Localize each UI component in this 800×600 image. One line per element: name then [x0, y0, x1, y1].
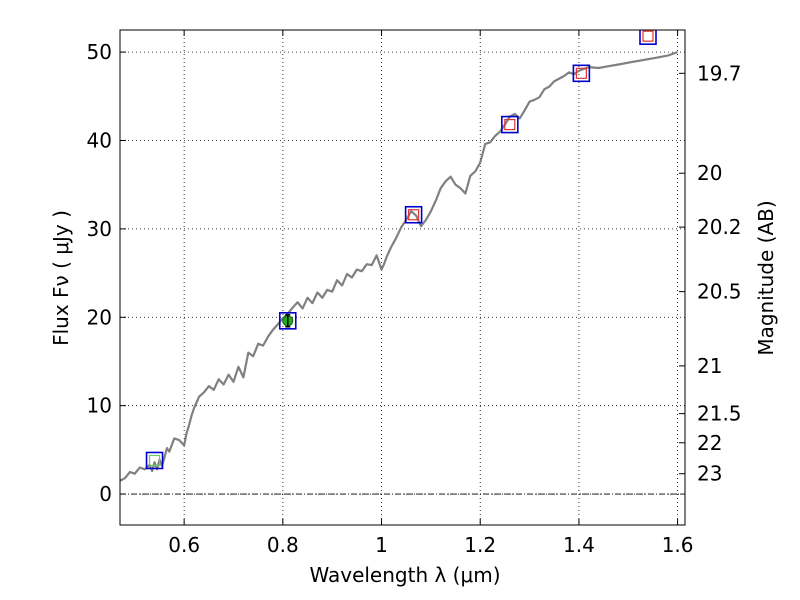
y2-tick-label: 21 — [697, 354, 722, 378]
model-flux-marker — [642, 30, 654, 42]
x-tick-label: 0.6 — [168, 533, 200, 557]
model-flux-marker — [575, 67, 587, 79]
y-tick-label: 50 — [87, 40, 112, 64]
y2-tick-label: 21.5 — [697, 402, 742, 426]
x-axis-ticks: 0.6 0.8 1 1.2 1.4 1.6 — [168, 30, 694, 557]
photometry-box — [145, 451, 164, 470]
photometry-box — [572, 64, 591, 83]
photometry-group — [145, 30, 657, 470]
y-tick-label: 30 — [87, 217, 112, 241]
y2-tick-label: 23 — [697, 462, 722, 486]
y-axis-label: Flux Fν ( μJy ) — [49, 210, 73, 346]
series-group — [120, 51, 678, 482]
x-axis-label: Wavelength λ (μm) — [309, 563, 500, 587]
y-tick-label: 20 — [87, 305, 112, 329]
y2-tick-label: 19.7 — [697, 61, 742, 85]
y-tick-label: 0 — [99, 482, 112, 506]
photometry-box — [501, 115, 519, 134]
model-flux-marker — [148, 454, 161, 467]
x-tick-label: 1.4 — [563, 533, 595, 557]
y2-axis-ticks: 19.7 20 20.2 20.5 21 21.5 22 23 — [679, 61, 742, 486]
x-tick-label: 1 — [375, 533, 388, 557]
y-tick-label: 40 — [87, 128, 112, 152]
y-tick-label: 10 — [87, 394, 112, 418]
photometry-box — [278, 312, 297, 330]
x-tick-label: 1.2 — [464, 533, 496, 557]
x-tick-label: 1.6 — [662, 533, 694, 557]
spectrum-line — [120, 51, 678, 482]
plot-area — [120, 30, 678, 482]
x-tick-label: 0.8 — [267, 533, 299, 557]
model-flux-marker — [504, 118, 516, 131]
plot-frame — [119, 29, 686, 526]
photometry-box — [404, 205, 423, 224]
photometry-box — [639, 30, 657, 45]
y2-tick-label: 20.5 — [697, 280, 742, 304]
model-flux-marker — [408, 209, 420, 221]
y2-tick-label: 20.2 — [697, 215, 742, 239]
y2-axis-label: Magnitude (AB) — [754, 200, 778, 355]
y2-tick-label: 20 — [697, 161, 722, 185]
y-axis-ticks: 0 10 20 30 40 50 — [87, 40, 126, 506]
y2-tick-label: 22 — [697, 431, 722, 455]
